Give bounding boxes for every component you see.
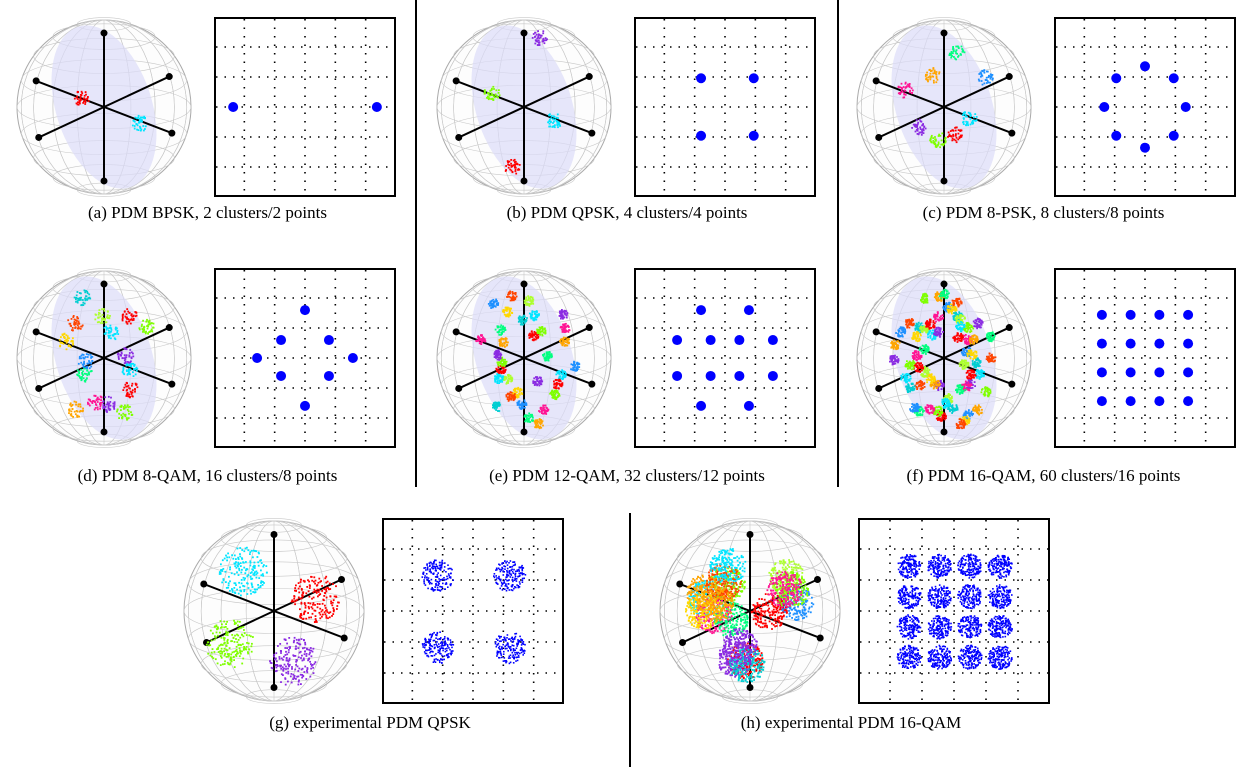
constellation-point bbox=[696, 73, 706, 83]
constellation-point bbox=[1154, 396, 1164, 406]
constellation-point bbox=[1097, 310, 1107, 320]
caption-e: (e) PDM 12-QAM, 32 clusters/12 points bbox=[418, 466, 836, 486]
divider-row1-right bbox=[837, 0, 839, 487]
constellation-c bbox=[1054, 17, 1236, 197]
caption-b: (b) PDM QPSK, 4 clusters/4 points bbox=[418, 203, 836, 223]
polarization-cluster bbox=[499, 337, 509, 348]
constellation-point bbox=[300, 305, 310, 315]
constellation-point bbox=[1126, 396, 1136, 406]
constellation-point bbox=[1097, 396, 1107, 406]
divider-row3 bbox=[629, 513, 631, 767]
polarization-cluster bbox=[532, 376, 543, 386]
constellation-point bbox=[696, 401, 706, 411]
constellation-point bbox=[1140, 143, 1150, 153]
constellation-g bbox=[382, 518, 564, 704]
constellation-point bbox=[1126, 339, 1136, 349]
constellation-point bbox=[768, 335, 778, 345]
constellation-point bbox=[348, 353, 358, 363]
constellation-d bbox=[214, 268, 396, 448]
constellation-e bbox=[634, 268, 816, 448]
constellation-point bbox=[228, 102, 238, 112]
poincare-sphere-f bbox=[848, 268, 1040, 448]
constellation-point bbox=[252, 353, 262, 363]
constellation-point bbox=[734, 371, 744, 381]
constellation-point bbox=[706, 335, 716, 345]
constellation-point bbox=[324, 335, 334, 345]
constellation-point bbox=[1169, 131, 1179, 141]
constellation-point bbox=[1126, 367, 1136, 377]
constellation-point bbox=[1154, 367, 1164, 377]
constellation-b bbox=[634, 17, 816, 197]
caption-f: (f) PDM 16-QAM, 60 clusters/16 points bbox=[840, 466, 1247, 486]
constellation-point bbox=[1154, 339, 1164, 349]
constellation-point bbox=[1097, 339, 1107, 349]
poincare-sphere-g bbox=[180, 518, 368, 704]
constellation-point bbox=[696, 305, 706, 315]
constellation-point bbox=[372, 102, 382, 112]
poincare-sphere-d bbox=[8, 268, 200, 448]
constellation-point bbox=[749, 73, 759, 83]
poincare-sphere-h bbox=[655, 518, 845, 704]
constellation-point bbox=[1099, 102, 1109, 112]
constellation-point bbox=[1183, 396, 1193, 406]
poincare-sphere-c bbox=[848, 17, 1040, 197]
poincare-sphere-b bbox=[428, 17, 620, 197]
constellation-point bbox=[734, 335, 744, 345]
caption-g: (g) experimental PDM QPSK bbox=[175, 713, 565, 733]
constellation-point bbox=[744, 305, 754, 315]
constellation-h bbox=[858, 518, 1050, 704]
constellation-point bbox=[1097, 367, 1107, 377]
constellation-point bbox=[768, 371, 778, 381]
caption-a: (a) PDM BPSK, 2 clusters/2 points bbox=[0, 203, 415, 223]
constellation-point bbox=[706, 371, 716, 381]
constellation-point bbox=[672, 371, 682, 381]
constellation-point bbox=[1111, 73, 1121, 83]
constellation-point bbox=[276, 371, 286, 381]
caption-c: (c) PDM 8-PSK, 8 clusters/8 points bbox=[840, 203, 1247, 223]
constellation-point bbox=[276, 335, 286, 345]
poincare-sphere-e bbox=[428, 268, 620, 448]
constellation-f bbox=[1054, 268, 1236, 448]
constellation-point bbox=[1111, 131, 1121, 141]
constellation-point bbox=[1181, 102, 1191, 112]
constellation-point bbox=[1183, 367, 1193, 377]
caption-h: (h) experimental PDM 16-QAM bbox=[650, 713, 1052, 733]
caption-d: (d) PDM 8-QAM, 16 clusters/8 points bbox=[0, 466, 415, 486]
constellation-a bbox=[214, 17, 396, 197]
constellation-point bbox=[1169, 73, 1179, 83]
constellation-point bbox=[324, 371, 334, 381]
constellation-point bbox=[300, 401, 310, 411]
constellation-point bbox=[1126, 310, 1136, 320]
constellation-point bbox=[1154, 310, 1164, 320]
poincare-sphere-a bbox=[8, 17, 200, 197]
constellation-point bbox=[1140, 61, 1150, 71]
constellation-point bbox=[672, 335, 682, 345]
constellation-point bbox=[696, 131, 706, 141]
constellation-point bbox=[744, 401, 754, 411]
divider-row1-left bbox=[415, 0, 417, 487]
constellation-point bbox=[1183, 339, 1193, 349]
constellation-point bbox=[749, 131, 759, 141]
constellation-point bbox=[1183, 310, 1193, 320]
